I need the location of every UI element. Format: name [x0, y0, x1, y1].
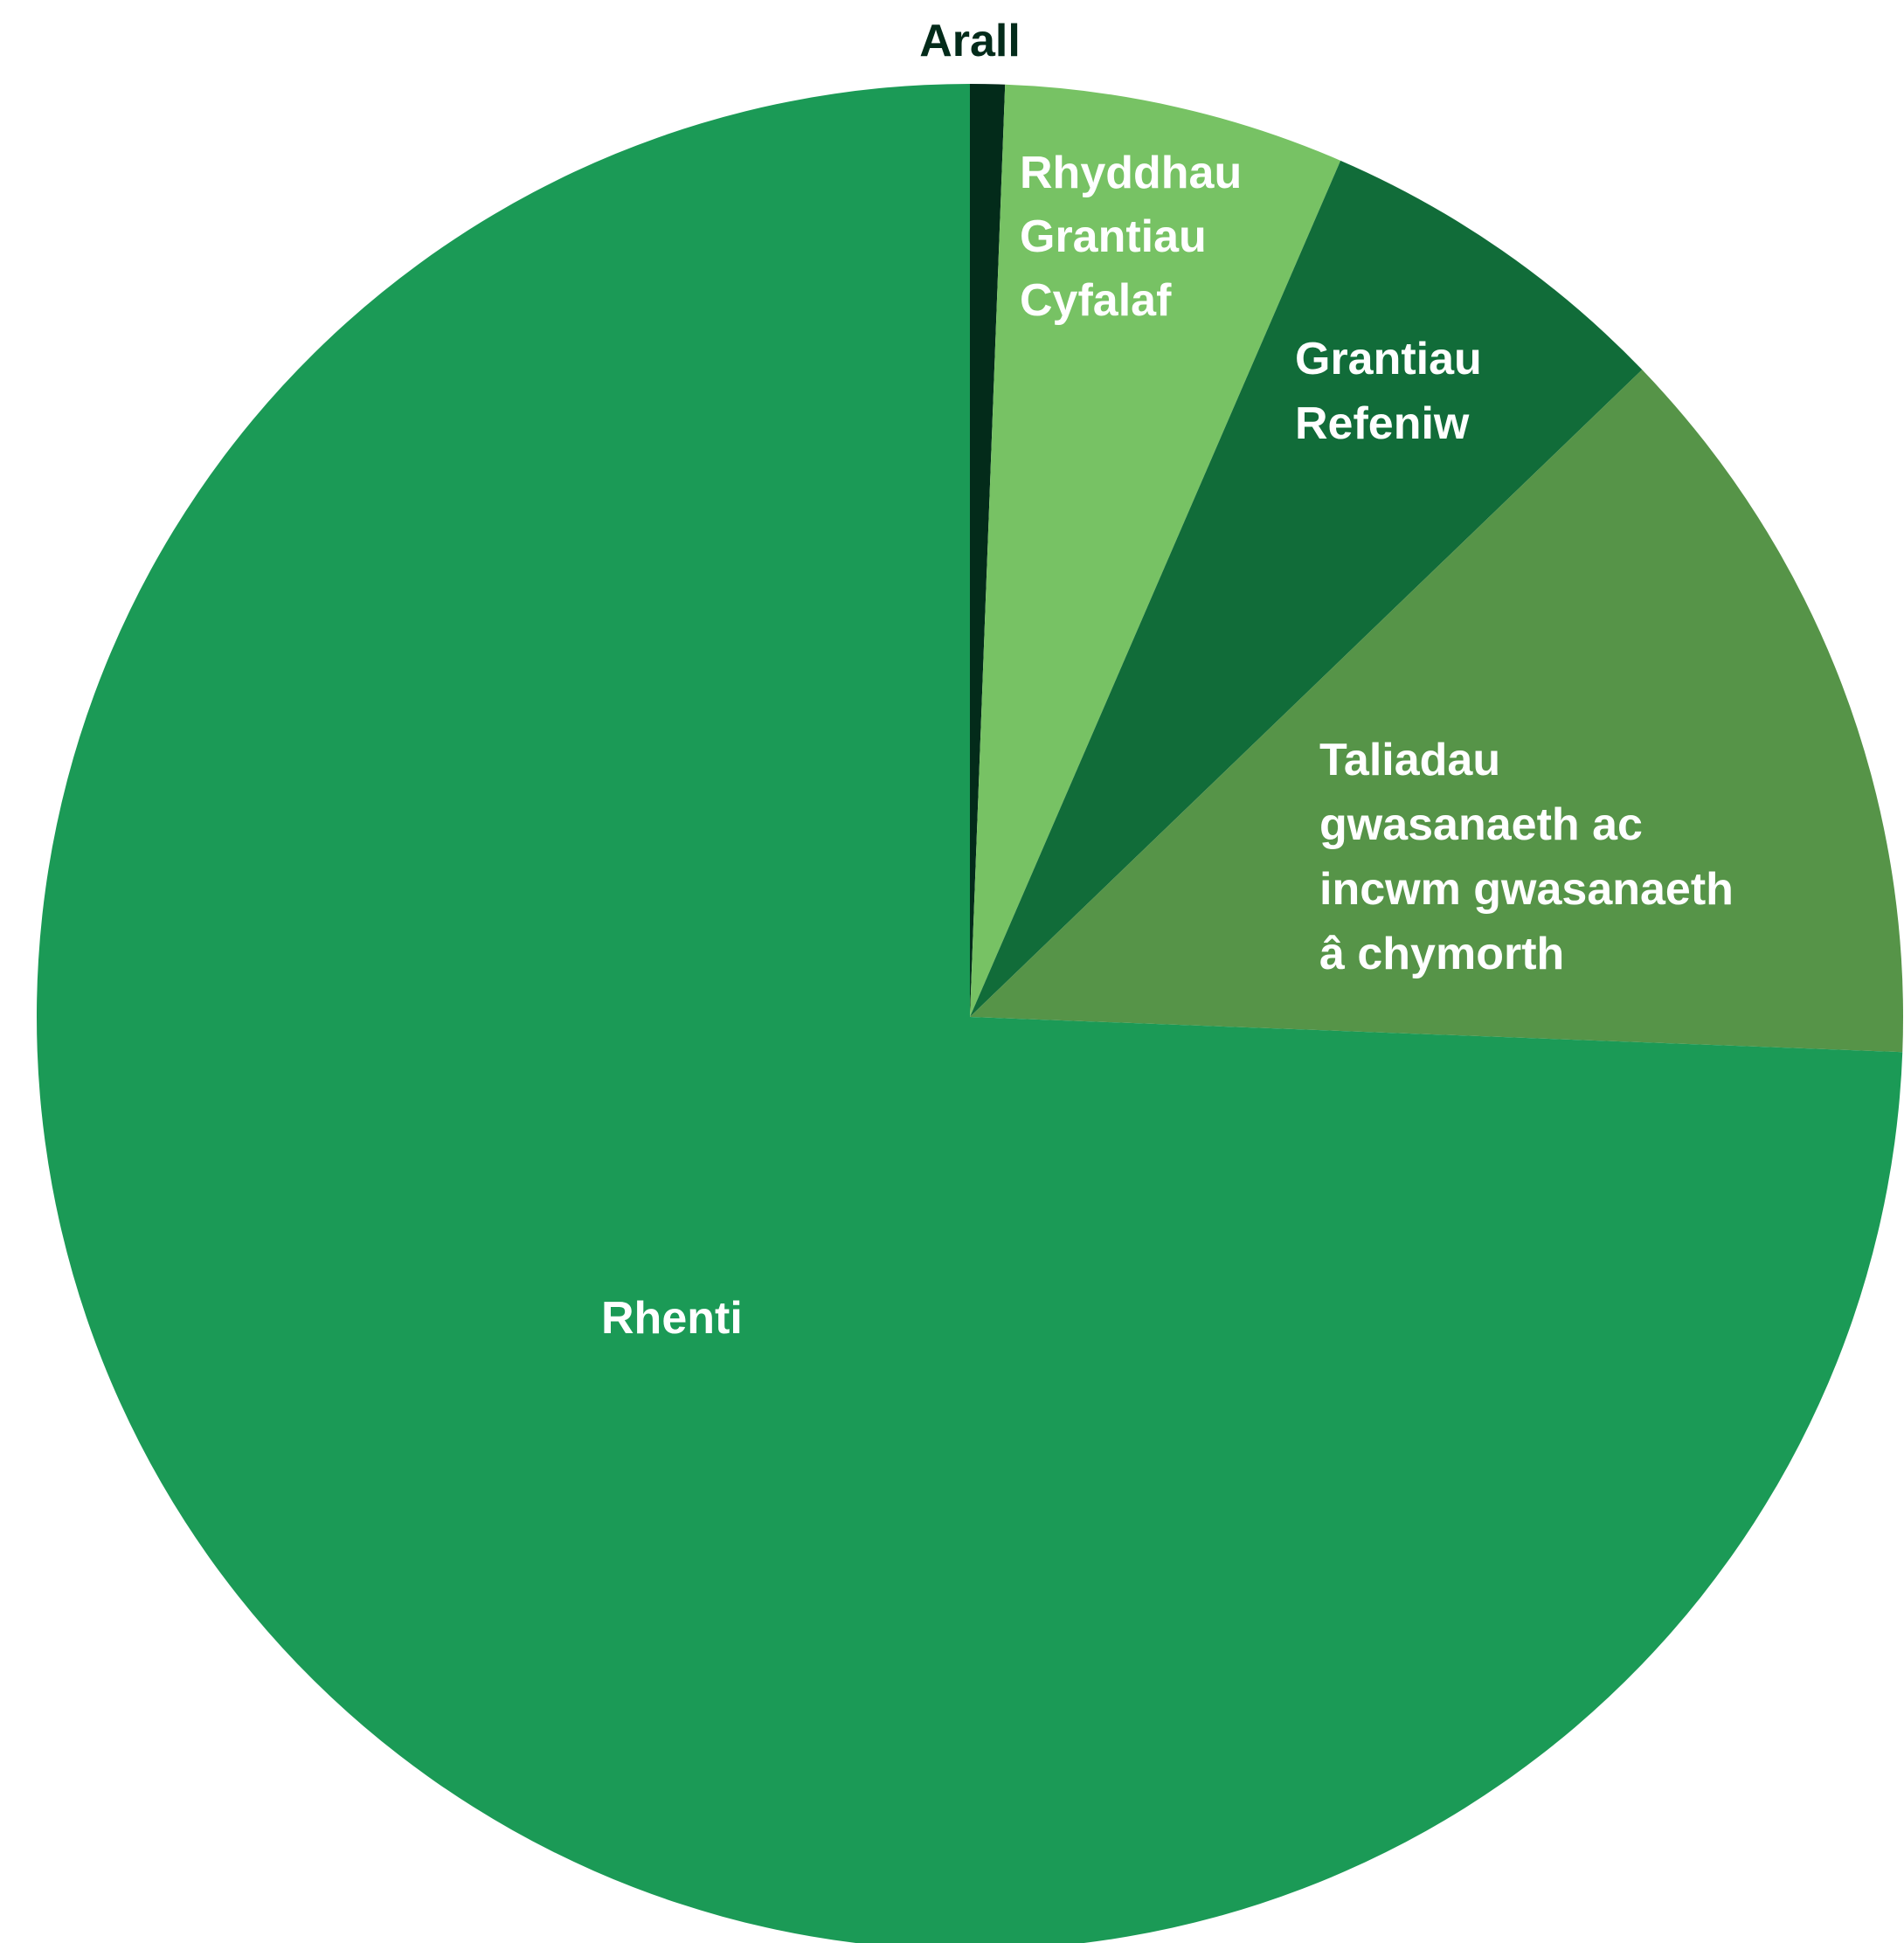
- label-rhyddhau-grantiau-cyfalaf: Rhyddhau Grantiau Cyfalaf: [1020, 148, 1242, 326]
- pie-slice-arall: [970, 84, 1006, 1017]
- label-grantiau-refeniw: Grantiau Refeniw: [1295, 334, 1482, 449]
- pie-slice-rhyddhau-grantiau-cyfalaf: [970, 84, 1341, 1017]
- pie-slice-rhenti: [37, 84, 1903, 1943]
- slice-labels: Arall Rhyddhau Grantiau Cyfalaf Grantiau Re…: [601, 16, 1734, 1344]
- pie-slice-grantiau-refeniw: [970, 160, 1643, 1018]
- label-taliadau: Taliadau gwasanaeth ac incwm gwasanaeth â c…: [1319, 735, 1734, 979]
- label-rhenti: Rhenti: [601, 1293, 743, 1344]
- label-arall: Arall: [919, 16, 1021, 66]
- pie-slices: [37, 84, 1903, 1943]
- pie-slice-taliadau-gwasanaeth-ac-incwm-gwasanaeth-chymorth: [970, 370, 1903, 1053]
